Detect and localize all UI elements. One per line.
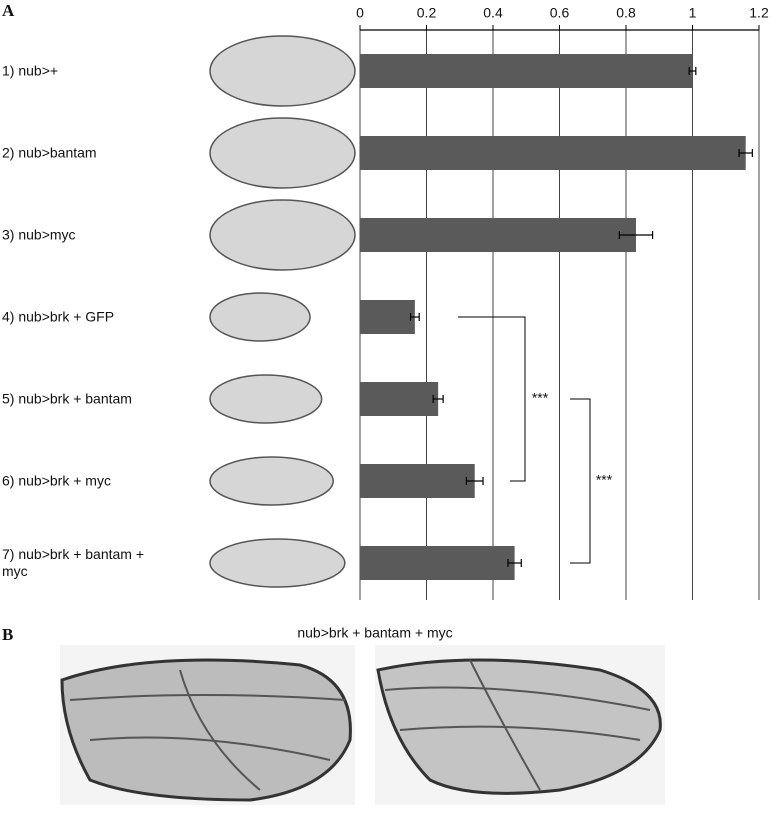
category-label: 2) nub>bantam (2, 144, 97, 161)
bar (360, 546, 515, 580)
category-label: 3) nub>myc (2, 226, 76, 243)
wing-thumbnail (209, 117, 356, 189)
wing-thumbnail (209, 199, 356, 271)
category-label: 5) nub>brk + bantam (2, 390, 132, 407)
error-bar (688, 67, 697, 75)
category-label: 1) nub>+ (2, 62, 59, 79)
significance-label: *** (596, 472, 613, 488)
wing-thumbnail (209, 456, 334, 506)
error-bar (738, 149, 753, 157)
category-label: 6) nub>brk + myc (2, 472, 111, 489)
category-label: 4) nub>brk + GFP (2, 308, 115, 325)
error-bar (618, 231, 654, 239)
significance-bracket (570, 398, 591, 564)
bar (360, 136, 746, 170)
significance-bracket (458, 316, 526, 482)
error-bar (507, 559, 522, 567)
category-label: 7) nub>brk + bantam + myc (2, 546, 145, 579)
x-tick-label: 1 (689, 5, 697, 21)
x-tick-label: 0.8 (616, 5, 636, 21)
x-tick-label: 0.2 (417, 5, 437, 21)
panel-label: B (2, 625, 13, 644)
wing-photo (375, 645, 665, 805)
wing-photo (60, 645, 355, 805)
wing-thumbnail (209, 292, 311, 342)
bar (360, 218, 636, 252)
x-tick-label: 0.6 (550, 5, 570, 21)
x-tick-label: 0.4 (483, 5, 503, 21)
significance-label: *** (532, 390, 549, 406)
wing-thumbnail (209, 374, 323, 424)
wing-thumbnail (209, 538, 346, 588)
x-tick-label: 0 (356, 5, 364, 21)
x-tick-label: 1.2 (749, 5, 769, 21)
error-bar (432, 395, 444, 403)
error-bar (409, 313, 420, 321)
error-bar (465, 477, 484, 485)
wing-thumbnail (209, 35, 356, 107)
bar (360, 382, 439, 416)
bar (360, 464, 475, 498)
panel-title: nub>brk + bantam + myc (297, 625, 452, 641)
bar (360, 300, 415, 334)
panel-label: A (2, 1, 15, 20)
bar (360, 54, 693, 88)
